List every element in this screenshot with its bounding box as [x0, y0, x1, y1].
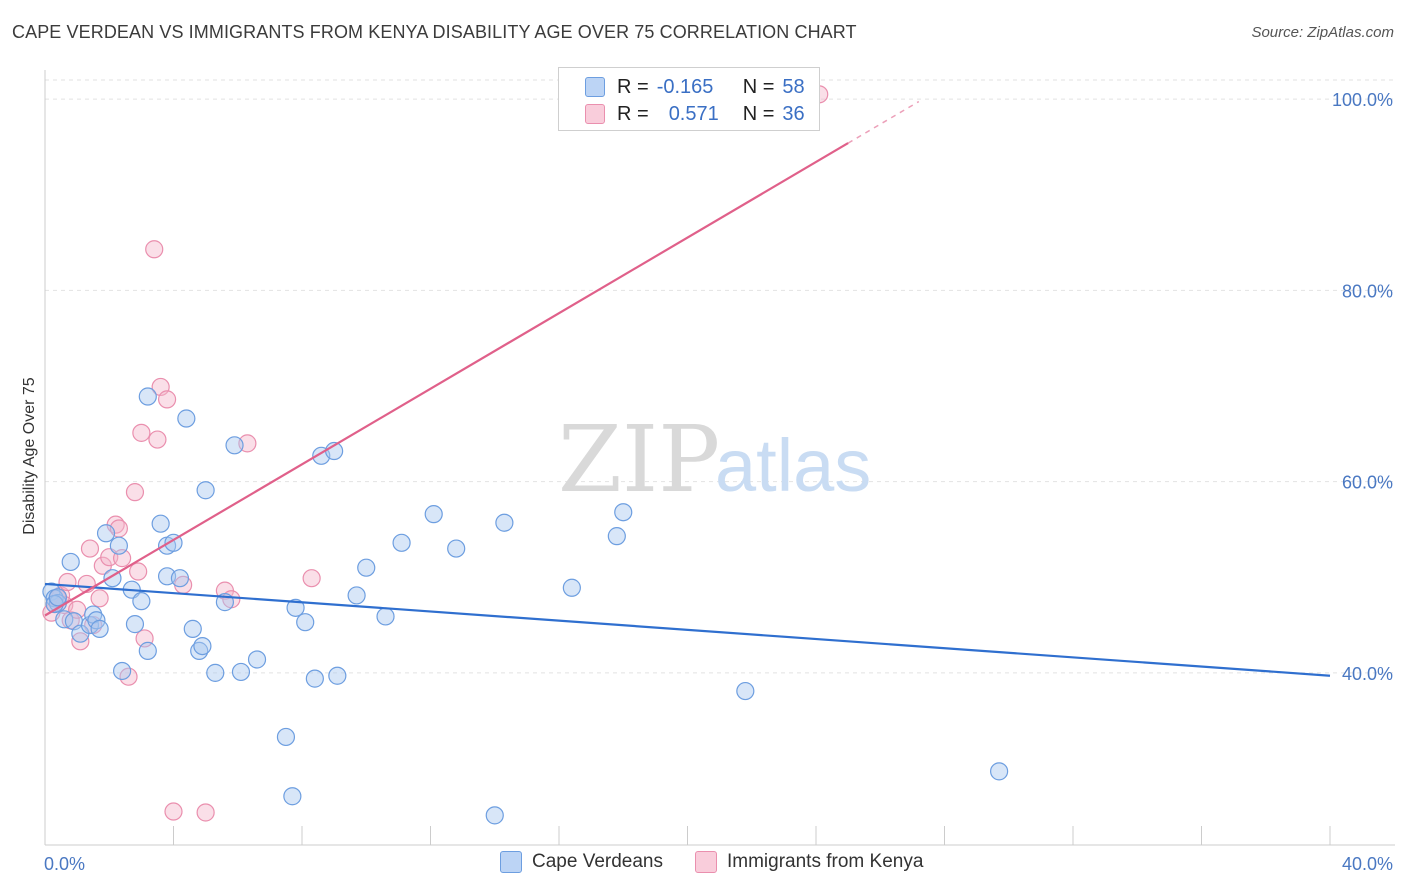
stats-legend: R = -0.165 N = 58 R = 0.571 N = 36	[558, 67, 820, 131]
legend-label-cape-verdeans: Cape Verdeans	[532, 851, 663, 872]
point-cape-verdean	[125, 615, 145, 634]
point-kenya	[148, 430, 167, 449]
point-cape-verdean	[193, 636, 212, 656]
legend-n-label: N =	[742, 75, 775, 98]
point-kenya	[129, 562, 148, 581]
legend-swatch-pink	[695, 851, 717, 873]
legend-n-value: 36	[782, 102, 805, 125]
point-kenya	[302, 569, 321, 588]
point-cape-verdean	[177, 409, 196, 428]
point-cape-verdean	[138, 387, 157, 406]
point-cape-verdean	[447, 539, 466, 558]
y-tick-label: 60.0%	[1342, 473, 1393, 493]
legend-swatch-pink	[585, 104, 605, 124]
legend-r-label: R =	[617, 75, 649, 98]
point-cape-verdean	[138, 641, 157, 660]
point-kenya	[164, 802, 183, 821]
trend-line-kenya	[44, 142, 849, 617]
point-kenya	[125, 483, 145, 502]
point-cape-verdean	[562, 578, 581, 597]
point-cape-verdean	[305, 669, 324, 688]
x-tick-label: 40.0%	[1342, 854, 1393, 874]
point-cape-verdean	[132, 592, 151, 611]
point-cape-verdean	[424, 505, 443, 524]
legend-row-cape-verdeans: R = -0.165 N = 58	[559, 73, 805, 101]
x-tick-label: 0.0%	[44, 854, 85, 874]
point-cape-verdean	[607, 527, 626, 546]
y-tick-label: 80.0%	[1342, 281, 1393, 301]
point-cape-verdean	[225, 436, 244, 455]
point-cape-verdean	[151, 514, 170, 533]
point-cape-verdean	[357, 558, 376, 577]
point-cape-verdean	[196, 481, 215, 500]
y-tick-label: 100.0%	[1332, 90, 1393, 110]
legend-swatch-blue	[500, 851, 522, 873]
point-kenya	[196, 803, 215, 822]
point-cape-verdean	[392, 533, 411, 552]
point-cape-verdean	[61, 552, 80, 572]
point-kenya	[80, 539, 100, 558]
legend-n-label: N =	[742, 102, 775, 125]
point-cape-verdean	[90, 619, 109, 638]
point-cape-verdean	[112, 661, 132, 681]
point-kenya	[90, 589, 109, 608]
point-cape-verdean	[328, 666, 347, 685]
point-cape-verdean	[48, 588, 67, 607]
point-cape-verdean	[206, 663, 225, 682]
point-cape-verdean	[495, 513, 514, 532]
point-cape-verdean	[96, 524, 116, 543]
point-kenya	[71, 632, 90, 651]
y-tick-label: 40.0%	[1342, 664, 1393, 684]
source-label: Source: ZipAtlas.com	[1251, 24, 1394, 41]
trend-line-kenya-extension	[847, 100, 920, 144]
y-axis-label: Disability Age Over 75	[21, 377, 38, 535]
bottom-legend: Cape Verdeans Immigrants from Kenya	[500, 851, 955, 873]
point-cape-verdean	[231, 662, 251, 682]
series-cape-verdean-points	[42, 387, 1009, 825]
point-cape-verdean	[296, 613, 315, 632]
legend-r-value: 0.571	[668, 102, 719, 125]
point-cape-verdean	[736, 681, 755, 701]
bottom-legend-kenya: Immigrants from Kenya	[695, 851, 923, 873]
point-cape-verdean	[286, 598, 305, 617]
point-kenya	[132, 423, 151, 442]
point-cape-verdean	[376, 607, 395, 626]
point-cape-verdean	[276, 727, 296, 747]
trend-line-cape-verdeans	[44, 582, 1331, 677]
legend-n-value: 58	[782, 75, 805, 98]
legend-row-kenya: R = 0.571 N = 36	[559, 100, 805, 128]
point-cape-verdean	[485, 806, 504, 825]
point-cape-verdean	[183, 619, 202, 638]
point-cape-verdean	[109, 536, 128, 555]
gridlines	[45, 79, 1395, 674]
watermark-atlas: atlas	[715, 424, 871, 507]
axes	[44, 70, 1395, 846]
point-cape-verdean	[247, 650, 267, 669]
trend-lines	[44, 100, 1331, 677]
point-cape-verdean	[990, 762, 1009, 781]
tick-labels: 40.0% 60.0% 80.0% 100.0% 0.0% 40.0%	[44, 90, 1393, 874]
bottom-legend-cape-verdeans: Cape Verdeans	[500, 851, 663, 873]
point-cape-verdean	[614, 503, 633, 522]
point-cape-verdean	[347, 586, 366, 605]
chart-title: CAPE VERDEAN VS IMMIGRANTS FROM KENYA DI…	[12, 22, 857, 42]
point-cape-verdean	[283, 787, 302, 806]
watermark-zip: ZIP	[558, 406, 720, 513]
legend-r-label: R =	[617, 102, 649, 125]
point-kenya	[58, 572, 77, 592]
legend-r-value: -0.165	[656, 75, 714, 98]
legend-label-kenya: Immigrants from Kenya	[727, 851, 924, 872]
point-kenya	[157, 390, 177, 409]
legend-swatch-blue	[585, 77, 605, 97]
point-kenya	[145, 240, 164, 259]
point-cape-verdean	[170, 569, 190, 588]
